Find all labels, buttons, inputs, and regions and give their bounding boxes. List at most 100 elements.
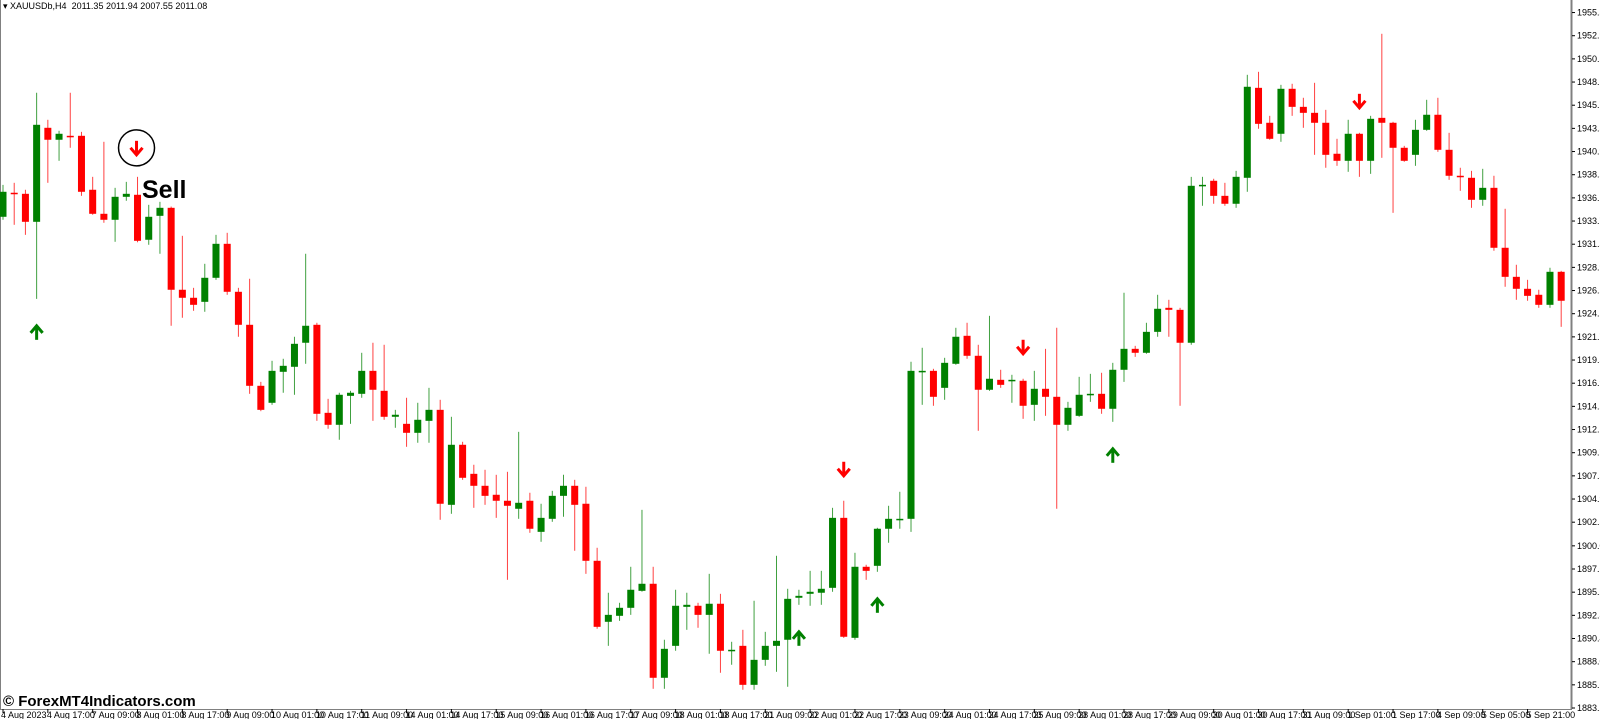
candle-body [795,595,803,598]
candle-body [122,193,130,197]
candle [907,361,915,532]
candle-body [1501,247,1509,277]
candle [1311,82,1319,155]
candle [1344,119,1352,172]
candle-body [1512,276,1520,289]
buy-arrow-icon [870,596,885,613]
y-tick-label: 1916.90 [1577,378,1600,388]
candle [257,381,265,412]
candle-body [1299,106,1307,113]
candle-body [1322,122,1330,155]
candle [1131,345,1139,357]
candle-body [1243,86,1251,178]
candle-body [1154,308,1162,332]
candle [246,278,254,394]
candle [1299,97,1307,128]
candle-body [268,370,276,403]
candle-body [761,645,769,660]
candle-body [1524,288,1532,296]
x-tick-label: 29 Aug 09:00 [1168,710,1221,719]
candle [403,397,411,447]
x-tick-label: 22 Aug 17:00 [854,710,907,719]
candle-body [470,473,478,486]
y-tick-label: 1885.65 [1577,680,1600,690]
candle [268,360,276,405]
candle [234,287,242,337]
candle-body [571,485,579,505]
y-tick-label: 1919.30 [1577,355,1600,365]
candle-body [1019,380,1027,406]
candle-body [1176,309,1184,343]
candle-body [201,277,209,302]
x-tick-label: 8 Aug 01:00 [137,710,185,719]
candle-body [604,614,612,622]
candle [750,600,758,690]
candle [55,130,63,161]
y-tick-label: 1933.70 [1577,216,1600,226]
candle [806,570,814,606]
candle-body [963,335,971,356]
candle-body [1288,88,1296,107]
candle [178,235,186,318]
candle [1221,182,1229,206]
candle [1120,292,1128,382]
x-tick-label: 5 Sep 05:00 [1482,710,1531,719]
x-tick-label: 10 Aug 01:00 [271,710,324,719]
price-axis: 1955.30 1952.90 1950.50 1948.10 1945.70 1943.… [1572,8,1600,713]
candle-body [1344,133,1352,161]
candle [302,253,310,364]
candle [492,474,500,518]
candle [1400,145,1408,162]
candle [1389,121,1397,213]
candle [1479,168,1487,206]
candle [1042,348,1050,416]
signal-circle [117,129,156,167]
candle [862,564,870,580]
candle-body [716,603,724,651]
y-tick-label: 1904.90 [1577,494,1600,504]
candle-body [10,192,18,195]
sell-arrow-icon [836,461,851,479]
x-tick-label: 30 Aug 17:00 [1258,710,1311,719]
candle [728,641,736,665]
candle [784,588,792,687]
x-tick-label: 4 Sep 09:00 [1437,710,1486,719]
x-tick-label: 30 Aug 01:00 [1213,710,1266,719]
candle [1277,84,1285,142]
candle-body [492,494,500,501]
triangle-down-icon[interactable]: ▾ [3,1,11,11]
candle [503,471,511,580]
candle [335,392,343,440]
candle-body [1535,294,1543,305]
candle-body [1221,195,1229,204]
candle [1154,294,1162,337]
candle-body [1210,180,1218,196]
y-tick-label: 1945.70 [1577,100,1600,110]
candle [1378,33,1386,158]
candle-body [1411,129,1419,155]
x-tick-label: 1 Sep 17:00 [1392,710,1441,719]
candle [1142,322,1150,354]
candle-body [77,135,85,192]
candle [1243,74,1251,192]
x-tick-label: 9 Aug 09:00 [226,710,274,719]
candle [1546,267,1554,308]
candle [672,589,680,651]
candle-body [627,589,635,608]
candle [89,176,97,215]
candle-body [1400,147,1408,161]
candle-body [851,566,859,638]
candle [515,431,523,519]
candle-body [66,135,74,138]
candle-body [1490,187,1498,248]
candle-body [526,500,534,529]
candle [1165,299,1173,337]
y-tick-label: 1950.50 [1577,54,1600,64]
candle-body [537,517,545,532]
y-tick-label: 1955.30 [1577,8,1600,18]
y-tick-label: 1907.30 [1577,471,1600,481]
candle [526,492,534,533]
candle-body [548,495,556,519]
candle [447,416,455,514]
